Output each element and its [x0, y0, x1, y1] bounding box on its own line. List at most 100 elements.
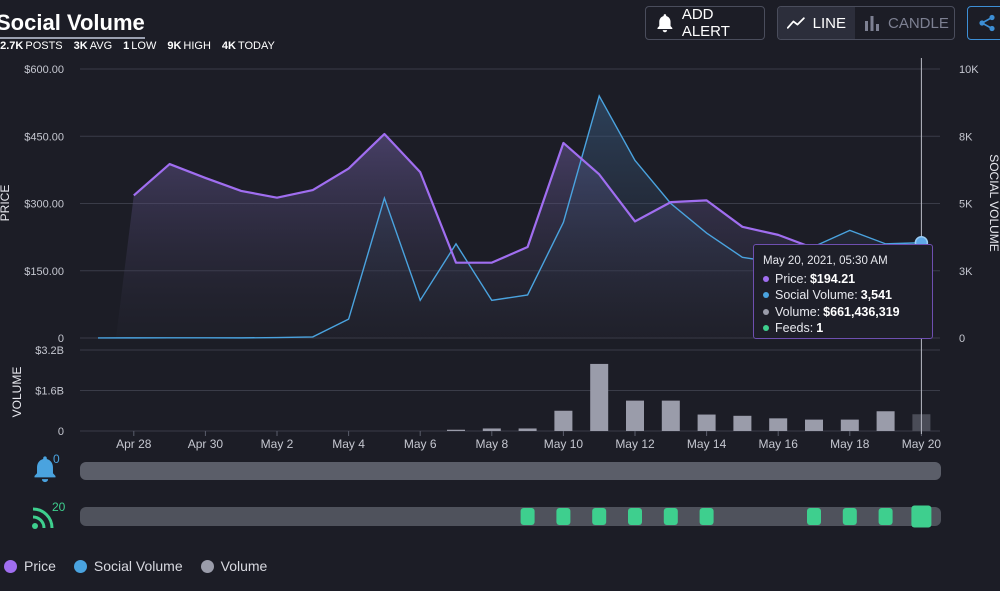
- candle-option-button[interactable]: CANDLE: [855, 7, 954, 39]
- volume-swatch: [200, 559, 214, 573]
- chart-type-toggle: LINE CANDLE: [777, 6, 955, 40]
- volume-bar: [769, 418, 788, 431]
- volume-bar: [733, 415, 752, 431]
- volume-tick-label: $3.2B: [35, 345, 64, 357]
- axis-labels: PRICE SOCIAL VOLUME VOLUME: [0, 154, 1000, 417]
- candle-label: CANDLE: [888, 14, 949, 32]
- share-icon: [979, 14, 995, 32]
- add-alert-button[interactable]: ADD ALERT: [645, 6, 765, 40]
- feed-marker: [911, 505, 932, 528]
- feed-marker: [663, 508, 678, 525]
- legend: Price Social Volume Volume: [4, 558, 285, 574]
- date-tick-label: May 2: [261, 437, 294, 451]
- line-option-button[interactable]: LINE: [778, 7, 855, 39]
- line-label: LINE: [812, 14, 846, 32]
- candle-chart-icon: [865, 16, 879, 31]
- volume-tick-label: 0: [58, 426, 64, 438]
- social-volume-chart: PRICE SOCIAL VOLUME VOLUME $600.00 10K $45…: [0, 58, 1000, 528]
- price-swatch: [4, 559, 17, 573]
- date-tick-label: May 12: [615, 437, 655, 451]
- alerts-lane: [80, 462, 941, 480]
- volume-bar: [590, 363, 609, 431]
- feeds-count: 20: [52, 500, 66, 514]
- volume-bar: [554, 410, 573, 431]
- volume-bar: [876, 411, 895, 431]
- alerts-lane-icon[interactable]: [32, 455, 58, 488]
- alerts-count: 0: [53, 452, 60, 466]
- social-dot: [763, 292, 769, 299]
- social-tick-label: 5K: [959, 199, 973, 211]
- volume-bar: [626, 400, 644, 431]
- price-tick-label: $150.00: [24, 266, 64, 278]
- chart-title: Social Volume: [0, 10, 145, 39]
- tooltip-row-volume: Volume: $661,436,319: [763, 304, 923, 321]
- social-axis-title: SOCIAL VOLUME: [987, 154, 1000, 252]
- social-volume-fill: [98, 95, 922, 339]
- stat-today: 4K TODAY: [221, 40, 275, 52]
- stat-low: 1 LOW: [123, 40, 157, 52]
- volume-axis-title: VOLUME: [10, 367, 24, 418]
- line-chart-icon: [787, 17, 805, 29]
- date-tick-label: May 16: [759, 437, 799, 451]
- feeds-lane-icon[interactable]: [31, 506, 55, 535]
- feed-marker: [628, 508, 642, 525]
- date-tick-label: May 20: [902, 437, 942, 451]
- price-tick-label: 0: [58, 333, 64, 345]
- stat-high: 9K HIGH: [167, 40, 211, 52]
- feed-marker: [807, 508, 821, 525]
- price-tick-label: $600.00: [24, 64, 64, 76]
- date-tick-label: May 18: [830, 437, 870, 451]
- rss-icon: [32, 507, 54, 529]
- feeds-dot: [763, 325, 769, 332]
- date-tick-label: May 6: [404, 437, 437, 451]
- price-tick-label: $300.00: [24, 199, 64, 211]
- date-tick-label: May 10: [544, 437, 584, 451]
- volume-bar: [447, 429, 465, 431]
- price-axis-title: PRICE: [0, 185, 12, 222]
- hover-tooltip: May 20, 2021, 05:30 AM Price: $194.21 Soc…: [753, 244, 933, 339]
- feed-marker: [842, 508, 857, 525]
- price-series: [133, 132, 922, 264]
- share-button[interactable]: [967, 6, 1000, 40]
- volume-bar: [697, 414, 716, 431]
- social-volume-swatch: [73, 559, 87, 573]
- social-volume-area: [98, 95, 922, 339]
- date-tick-label: May 8: [475, 437, 508, 451]
- legend-item-social-volume[interactable]: Social Volume: [73, 558, 183, 574]
- social-tick-label: 8K: [959, 131, 973, 143]
- price-tick-label: $450.00: [24, 131, 64, 143]
- price-dot: [763, 275, 769, 282]
- date-tick-label: Apr 28: [116, 437, 152, 451]
- date-tick-label: May 14: [687, 437, 727, 451]
- feed-marker: [592, 508, 607, 525]
- volume-bar: [840, 419, 859, 431]
- volume-bar: [518, 428, 537, 431]
- feed-marker: [699, 508, 714, 525]
- feed-marker: [520, 508, 535, 525]
- stat-avg: 3K AVG: [73, 40, 113, 52]
- event-lanes: [80, 462, 941, 528]
- bell-icon: [657, 14, 673, 33]
- tooltip-date: May 20, 2021, 05:30 AM: [763, 255, 888, 267]
- date-tick-label: May 4: [332, 437, 365, 451]
- volume-bar: [805, 419, 823, 431]
- volume-dot: [763, 308, 769, 315]
- social-tick-label: 10K: [959, 64, 979, 76]
- feed-marker: [556, 508, 571, 525]
- volume-bars: [447, 363, 931, 431]
- tooltip-row-feeds: Feeds: 1: [763, 320, 923, 337]
- date-tick-label: Apr 30: [188, 437, 224, 451]
- social-tick-label: 0: [959, 333, 965, 345]
- volume-tick-label: $1.6B: [35, 386, 64, 398]
- volume-bar: [482, 428, 501, 431]
- legend-item-volume[interactable]: Volume: [200, 558, 267, 574]
- add-alert-label: ADD ALERT: [681, 6, 730, 40]
- tooltip-row-social: Social Volume: 3,541: [763, 287, 923, 304]
- bell-icon: [34, 456, 56, 483]
- feeds-lane: [80, 507, 941, 526]
- social-tick-label: 3K: [959, 266, 973, 278]
- legend-item-price[interactable]: Price: [4, 558, 56, 574]
- tick-labels: $600.00 10K$450.00 8K$300.00 5K$150.00 3K0 0$…: [24, 64, 979, 451]
